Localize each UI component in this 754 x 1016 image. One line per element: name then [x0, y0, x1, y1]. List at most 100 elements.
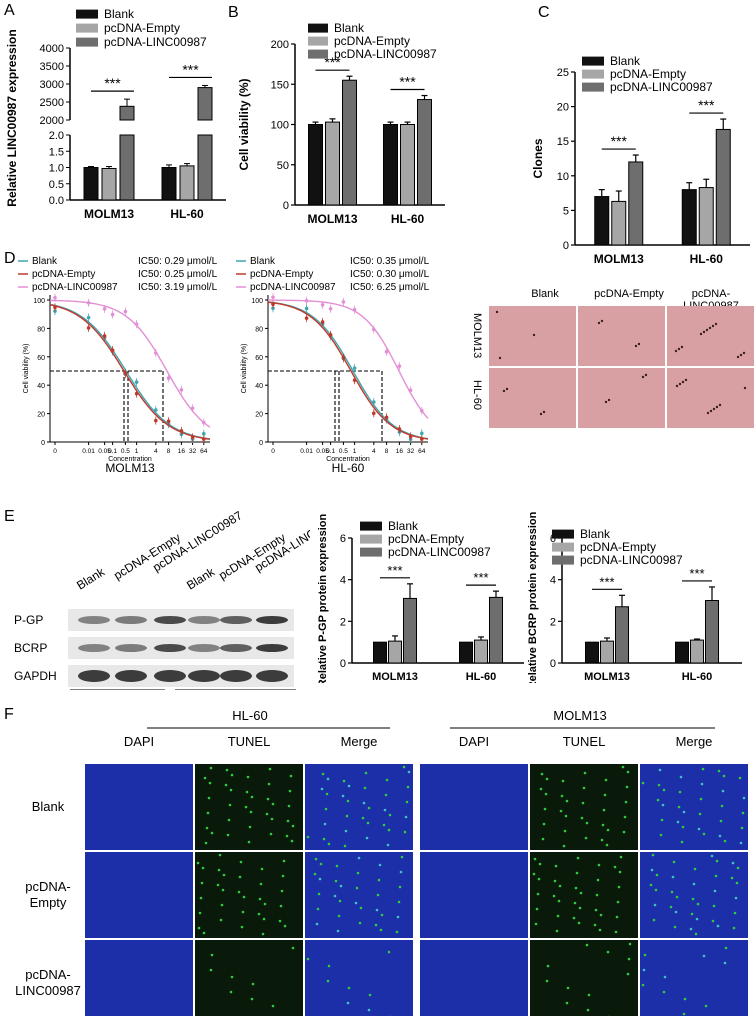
- tunel-positive-cell: [218, 853, 222, 857]
- tunel-positive-cell: [623, 815, 627, 819]
- tunel-positive-cell: [669, 905, 673, 909]
- tunel-positive-cell: [699, 797, 703, 801]
- tunel-positive-cell: [217, 868, 221, 872]
- y-tick-label: 0: [340, 658, 346, 670]
- tunel-positive-cell: [356, 871, 360, 875]
- tunel-positive-cell: [597, 863, 601, 867]
- tunel-positive-cell: [695, 917, 699, 921]
- legend-label: Blank: [388, 519, 419, 533]
- tunel-positive-cell: [587, 993, 591, 997]
- legend-swatch: [582, 82, 604, 92]
- colony: [637, 342, 641, 346]
- tunel-positive-cell: [658, 768, 662, 772]
- tunel-positive-cell: [368, 993, 372, 997]
- tunel-positive-cell: [678, 790, 682, 794]
- row-label: pcDNA-: [25, 967, 71, 982]
- tunel-positive-cell: [660, 818, 664, 822]
- colony: [715, 405, 719, 409]
- bar: [101, 167, 117, 201]
- tunel-positive-cell: [675, 895, 679, 899]
- tunel-positive-cell: [335, 864, 339, 868]
- tunel-positive-cell: [605, 843, 609, 847]
- tunel-positive-cell: [339, 884, 343, 888]
- blot-band: [256, 670, 288, 682]
- tunel-positive-cell: [206, 811, 210, 815]
- tunel-positive-cell: [362, 801, 366, 805]
- tunel-positive-cell: [596, 878, 600, 882]
- tunel-positive-cell: [603, 793, 607, 797]
- tunel-positive-cell: [565, 1001, 569, 1005]
- y-tick-label: 0: [41, 440, 45, 447]
- micrograph: [305, 764, 413, 850]
- tunel-positive-cell: [306, 835, 310, 839]
- tunel-positive-cell: [244, 805, 248, 809]
- tunel-positive-cell: [306, 957, 310, 961]
- x-tick-label: 1: [353, 448, 357, 455]
- column-header: DAPI: [124, 734, 154, 749]
- bar: [628, 161, 644, 246]
- colony: [604, 400, 608, 404]
- tunel-positive-cell: [201, 866, 205, 870]
- tunel-positive-cell: [562, 844, 566, 848]
- tunel-positive-cell: [200, 881, 204, 885]
- bar-chart-e-pgp: 0 2 4 6 Relative P-GP protein expression *** M…: [317, 514, 524, 683]
- tunel-positive-cell: [376, 893, 380, 897]
- bar: [179, 165, 195, 201]
- y-tick-label: 60: [255, 355, 263, 362]
- legend-label: pcDNA-Empty: [250, 269, 313, 280]
- tunel-positive-cell: [228, 803, 232, 807]
- tunel-positive-cell: [541, 837, 545, 841]
- legend-ic50: IC50: 3.19 μmol/L: [138, 282, 218, 293]
- colony: [706, 411, 710, 415]
- y-tick-label: 100: [251, 298, 263, 305]
- tunel-positive-cell: [267, 782, 271, 786]
- tunel-positive-cell: [359, 906, 363, 910]
- legend-label: Blank: [334, 21, 365, 35]
- tunel-positive-cell: [366, 821, 370, 825]
- significance-marker: ***: [473, 570, 488, 585]
- fit-curve: [49, 299, 211, 428]
- tunel-positive-cell: [576, 856, 580, 860]
- x-category-label: HL-60: [690, 252, 724, 266]
- significance-marker: ***: [104, 75, 121, 91]
- y-tick-label: 6: [340, 533, 346, 545]
- tunel-positive-cell: [656, 798, 660, 802]
- tunel-positive-cell: [225, 768, 229, 772]
- lane-label: Blank: [184, 564, 218, 592]
- tunel-positive-cell: [662, 990, 666, 994]
- tunel-positive-cell: [692, 882, 696, 886]
- x-category-label: HL-60: [170, 207, 204, 221]
- bar-chart-a: 0.0 0.5 1.0 1.5 2.0 2000 2500 3000 3500 4000 Relat…: [5, 7, 226, 221]
- significance-marker: ***: [698, 97, 715, 113]
- blot-band: [78, 616, 110, 624]
- colony: [709, 409, 713, 413]
- fit-curve: [49, 304, 211, 440]
- tunel-positive-cell: [710, 854, 714, 858]
- tunel-positive-cell: [711, 919, 715, 923]
- tunel-positive-cell: [316, 907, 320, 911]
- y-tick-label: 3000: [40, 79, 64, 91]
- tunel-positive-cell: [535, 907, 539, 911]
- tunel-positive-cell: [378, 863, 382, 867]
- protein-label: GAPDH: [14, 669, 57, 683]
- tunel-positive-cell: [677, 805, 681, 809]
- y-tick-label: 50: [277, 160, 289, 172]
- x-category-label: HL-60: [466, 671, 497, 683]
- tunel-positive-cell: [702, 832, 706, 836]
- legend-label: pcDNA-Empty: [388, 532, 464, 546]
- tunel-positive-cell: [399, 870, 403, 874]
- blot-band: [115, 644, 147, 652]
- blot-band: [220, 644, 252, 652]
- tunel-positive-cell: [239, 860, 243, 864]
- tunel-positive-cell: [237, 890, 241, 894]
- legend-label: pcDNA-LINC00987: [32, 282, 118, 293]
- bar: [388, 640, 402, 664]
- tunel-positive-cell: [689, 927, 693, 931]
- legend-label: pcDNA-Empty: [610, 67, 686, 81]
- x-tick-label: 0.1: [326, 448, 335, 455]
- y-tick-label: 1.5: [49, 146, 64, 158]
- bar: [325, 121, 340, 206]
- legend-swatch: [360, 534, 382, 544]
- tunel-positive-cell: [628, 942, 632, 946]
